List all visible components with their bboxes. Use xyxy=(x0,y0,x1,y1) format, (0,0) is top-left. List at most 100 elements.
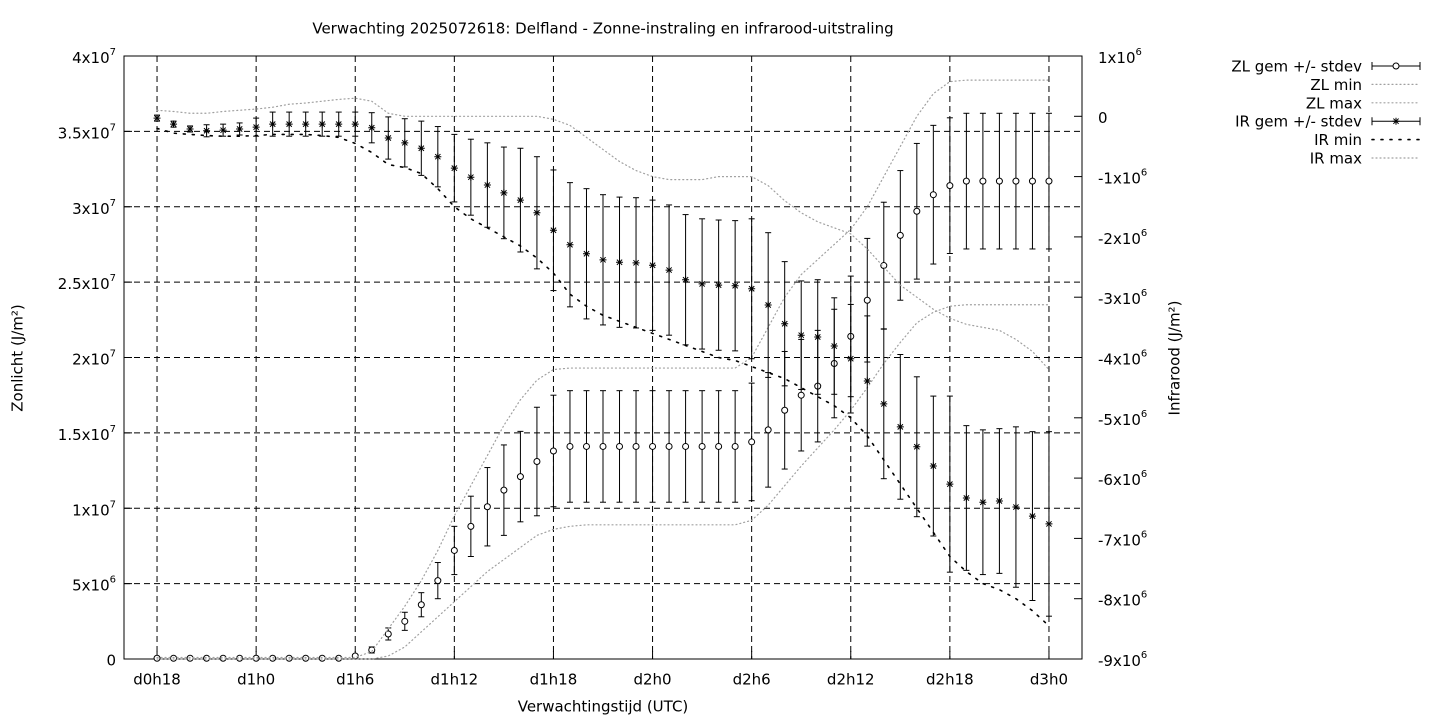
series-line xyxy=(156,304,1050,660)
legend-key-marker xyxy=(1392,62,1400,70)
y2-tick-label: -7x106 xyxy=(1098,529,1147,549)
point xyxy=(946,182,954,190)
point xyxy=(896,423,904,431)
point xyxy=(797,331,805,339)
point xyxy=(483,181,491,189)
point xyxy=(616,258,624,266)
point xyxy=(764,301,772,309)
y2-tick-label: -8x106 xyxy=(1098,590,1147,610)
point xyxy=(830,342,838,350)
point xyxy=(582,442,590,450)
legend-label: ZL max xyxy=(1306,94,1362,112)
y-tick-label-exponent: 7 xyxy=(110,424,116,435)
point xyxy=(698,442,706,450)
y2-tick-label-exponent: 6 xyxy=(1136,47,1142,58)
point xyxy=(467,173,475,181)
point xyxy=(236,125,244,133)
y2-tick-label-base: -7x10 xyxy=(1098,531,1141,549)
y2-tick-label-base: -9x10 xyxy=(1098,652,1141,670)
point xyxy=(516,196,524,204)
legend-label: IR max xyxy=(1310,150,1362,168)
legend-label: ZL gem +/- stdev xyxy=(1231,58,1362,76)
y-tick-label-exponent: 6 xyxy=(110,575,116,586)
x-tick-label: d3h0 xyxy=(1030,671,1068,689)
point xyxy=(203,127,211,135)
y-tick-label-base: 2.5x10 xyxy=(58,275,110,293)
y2-tick-label: -4x106 xyxy=(1098,349,1147,369)
y-tick-label: 2.5x107 xyxy=(58,273,116,293)
y-tick-label-base: 4x10 xyxy=(72,49,110,67)
y-tick-label-exponent: 7 xyxy=(110,47,116,58)
point xyxy=(269,120,277,128)
point xyxy=(252,123,260,131)
point xyxy=(368,646,376,654)
y2-tick-label: -6x106 xyxy=(1098,469,1147,489)
point xyxy=(929,191,937,199)
series-line xyxy=(156,97,1050,371)
legend-label: ZL min xyxy=(1310,76,1362,94)
y2-tick-label-exponent: 6 xyxy=(1141,529,1147,540)
point xyxy=(434,153,442,161)
point xyxy=(566,241,574,249)
point xyxy=(1028,512,1036,520)
point xyxy=(731,282,739,290)
y-tick-label-exponent: 7 xyxy=(110,198,116,209)
y2-tick-label-exponent: 6 xyxy=(1141,650,1147,661)
point xyxy=(632,259,640,267)
point xyxy=(533,209,541,217)
point xyxy=(682,442,690,450)
point xyxy=(863,377,871,385)
y2-tick-label-base: -4x10 xyxy=(1098,350,1141,368)
point xyxy=(962,494,970,502)
point xyxy=(186,125,194,133)
point xyxy=(384,134,392,142)
point xyxy=(582,250,590,258)
y2-tick-label-exponent: 6 xyxy=(1141,409,1147,420)
y-tick-label-exponent: 7 xyxy=(110,273,116,284)
point xyxy=(533,458,541,466)
y-tick-label: 1.5x107 xyxy=(58,424,116,444)
point xyxy=(302,654,310,662)
y2-tick-label-exponent: 6 xyxy=(1141,288,1147,299)
y2-tick-label: -1x106 xyxy=(1098,168,1147,188)
y2-tick-label-base: -2x10 xyxy=(1098,229,1141,247)
point xyxy=(1012,177,1020,185)
y-tick-label: 3.5x107 xyxy=(58,122,116,142)
y-tick-label-base: 5x10 xyxy=(72,576,110,594)
y2-tick-label-exponent: 6 xyxy=(1141,349,1147,360)
y-tick-label: 2x107 xyxy=(72,349,116,369)
point xyxy=(896,231,904,239)
point xyxy=(913,443,921,451)
point xyxy=(731,442,739,450)
point xyxy=(302,120,310,128)
point xyxy=(995,497,1003,505)
y2-tick-label: 0 xyxy=(1098,109,1108,127)
point xyxy=(929,462,937,470)
point xyxy=(1012,503,1020,511)
point xyxy=(153,114,161,122)
point xyxy=(483,503,491,511)
point xyxy=(516,473,524,481)
point xyxy=(665,266,673,274)
x-tick-label: d2h18 xyxy=(926,671,974,689)
point xyxy=(285,654,293,662)
point xyxy=(649,442,657,450)
point xyxy=(715,281,723,289)
y2-tick-label-base: -5x10 xyxy=(1098,410,1141,428)
y-tick-label-base: 1.5x10 xyxy=(58,425,110,443)
series-line xyxy=(156,127,1050,627)
point xyxy=(665,442,673,450)
legend-key-marker xyxy=(1392,117,1400,125)
point xyxy=(715,442,723,450)
point xyxy=(401,617,409,625)
point xyxy=(285,120,293,128)
point xyxy=(863,296,871,304)
point xyxy=(599,256,607,264)
point xyxy=(880,262,888,270)
point xyxy=(566,442,574,450)
point xyxy=(500,189,508,197)
point xyxy=(318,654,326,662)
x-tick-label: d2h6 xyxy=(733,671,771,689)
point xyxy=(351,120,359,128)
point xyxy=(170,120,178,128)
